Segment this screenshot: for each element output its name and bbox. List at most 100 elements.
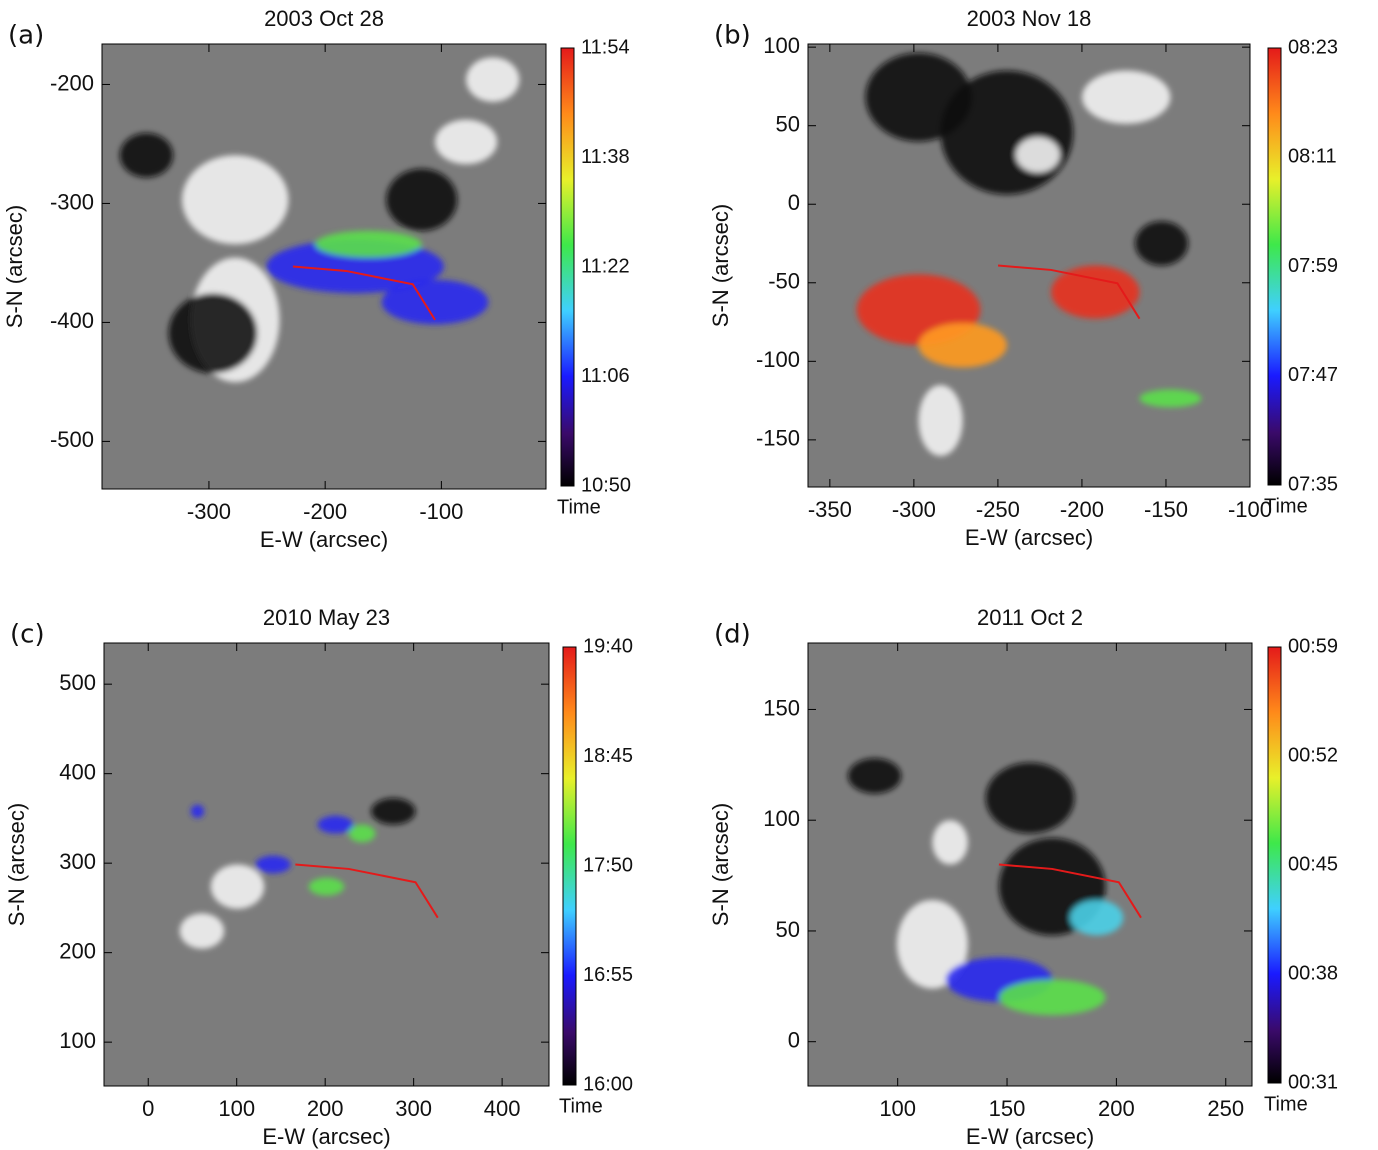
x-tick-label: -150 [1144, 497, 1188, 522]
polarity-line [292, 265, 436, 321]
feature [932, 820, 968, 865]
colorbar-tick-label: 16:00 [583, 1073, 633, 1095]
y-axis-label: S-N (arcsec) [708, 204, 733, 327]
y-tick-label: 0 [788, 1028, 800, 1053]
panel-label: (a) [8, 21, 44, 51]
x-tick-label: 0 [142, 1096, 154, 1121]
y-tick-label: 50 [776, 112, 800, 137]
frame [807, 642, 1253, 1087]
y-tick-label: 500 [59, 670, 96, 695]
colorbar-tick-label: 19:40 [583, 635, 633, 657]
y-tick-label: 300 [59, 849, 96, 874]
magnetogram [104, 643, 549, 1086]
feature [348, 824, 376, 843]
feature [1015, 137, 1060, 173]
colorbar-tick-label: 11:38 [581, 146, 630, 168]
panel: 0 100 200 300 400 100 200 300 400 500 2010 May 23 (… [4, 605, 633, 1149]
y-tick-label: -200 [50, 70, 94, 95]
feature [1082, 70, 1171, 124]
y-tick-label: -50 [768, 269, 800, 294]
y-tick-label: -150 [756, 426, 800, 451]
colorbar [560, 47, 575, 487]
colorbar-tick-label: 00:59 [1288, 635, 1338, 657]
x-axis-label: E-W (arcsec) [965, 525, 1093, 550]
x-tick-label: -300 [187, 499, 231, 524]
y-tick-label: 100 [763, 806, 800, 831]
feature [371, 798, 416, 825]
feature [847, 758, 902, 794]
x-tick-label: 100 [879, 1096, 916, 1121]
polarity-line [997, 264, 1141, 320]
colorbar-label: Time [557, 496, 601, 518]
title: 2003 Oct 28 [264, 6, 384, 31]
panel-label: (c) [10, 620, 45, 650]
panel-label: (d) [714, 620, 751, 650]
feature [985, 762, 1075, 834]
x-tick-label: 150 [989, 1096, 1026, 1121]
y-tick-label: 50 [776, 917, 800, 942]
colorbar-label: Time [559, 1095, 603, 1117]
y-tick-label: -100 [756, 347, 800, 372]
colorbar-tick-label: 11:22 [581, 255, 630, 277]
feature [308, 877, 345, 896]
feature [1135, 221, 1189, 266]
colorbar-tick-label: 00:52 [1288, 744, 1338, 766]
y-tick-label: 150 [763, 695, 800, 720]
x-tick-label: -350 [808, 497, 852, 522]
colorbar-tick-label: 11:06 [581, 365, 630, 387]
x-tick-label: -200 [1060, 497, 1104, 522]
x-axis-label: E-W (arcsec) [262, 1124, 390, 1149]
feature [190, 804, 205, 818]
y-axis-label: S-N (arcsec) [2, 205, 27, 328]
title: 2010 May 23 [263, 605, 390, 630]
colorbar-tick-label: 10:50 [581, 474, 631, 496]
colorbar [1267, 47, 1282, 486]
feature [179, 913, 225, 949]
x-tick-label: 300 [395, 1096, 432, 1121]
panel: -300 -200 -100 -500 -400 -300 -200 2003 Oct 28 (… [2, 6, 631, 552]
x-tick-label: 200 [307, 1096, 344, 1121]
x-axis-label: E-W (arcsec) [966, 1124, 1094, 1149]
y-tick-label: 100 [763, 33, 800, 58]
feature [918, 323, 1007, 368]
y-axis-label: S-N (arcsec) [708, 803, 733, 926]
feature [1069, 899, 1124, 936]
feature [168, 293, 258, 374]
features [856, 52, 1202, 456]
x-tick-label: 400 [484, 1096, 521, 1121]
feature [1051, 265, 1140, 319]
colorbar-tick-label: 17:50 [583, 854, 633, 876]
features [119, 57, 520, 383]
feature [435, 119, 498, 165]
x-tick-label: -100 [419, 499, 463, 524]
feature [865, 52, 972, 142]
x-tick-label: 200 [1098, 1096, 1135, 1121]
feature [210, 864, 265, 909]
colorbar-tick-label: 07:59 [1288, 255, 1338, 277]
frame [103, 642, 550, 1087]
y-tick-label: 100 [59, 1028, 96, 1053]
title: 2003 Nov 18 [967, 6, 1092, 31]
frame [101, 43, 547, 490]
colorbar-tick-label: 11:54 [581, 36, 630, 58]
feature [255, 855, 291, 874]
y-tick-label: 400 [59, 759, 96, 784]
colorbar-tick-label: 08:11 [1288, 146, 1337, 168]
y-axis-label: S-N (arcsec) [4, 803, 29, 926]
colorbar-tick-label: 07:35 [1288, 473, 1338, 495]
feature [386, 168, 458, 231]
x-tick-label: -100 [1228, 497, 1272, 522]
x-tick-label: -250 [976, 497, 1020, 522]
title: 2011 Oct 2 [977, 605, 1083, 630]
panel: -350 -300 -250 -200 -150 -100 -150 -100 -50 0 50 10… [708, 6, 1338, 550]
features [179, 798, 416, 949]
colorbar-label: Time [1264, 495, 1308, 517]
y-tick-label: -500 [50, 427, 94, 452]
frame [807, 43, 1251, 488]
x-tick-label: 100 [218, 1096, 255, 1121]
panel-label: (b) [714, 21, 751, 51]
colorbar-label: Time [1264, 1093, 1308, 1115]
colorbar-tick-label: 00:45 [1288, 853, 1338, 875]
x-tick-label: 250 [1207, 1096, 1244, 1121]
